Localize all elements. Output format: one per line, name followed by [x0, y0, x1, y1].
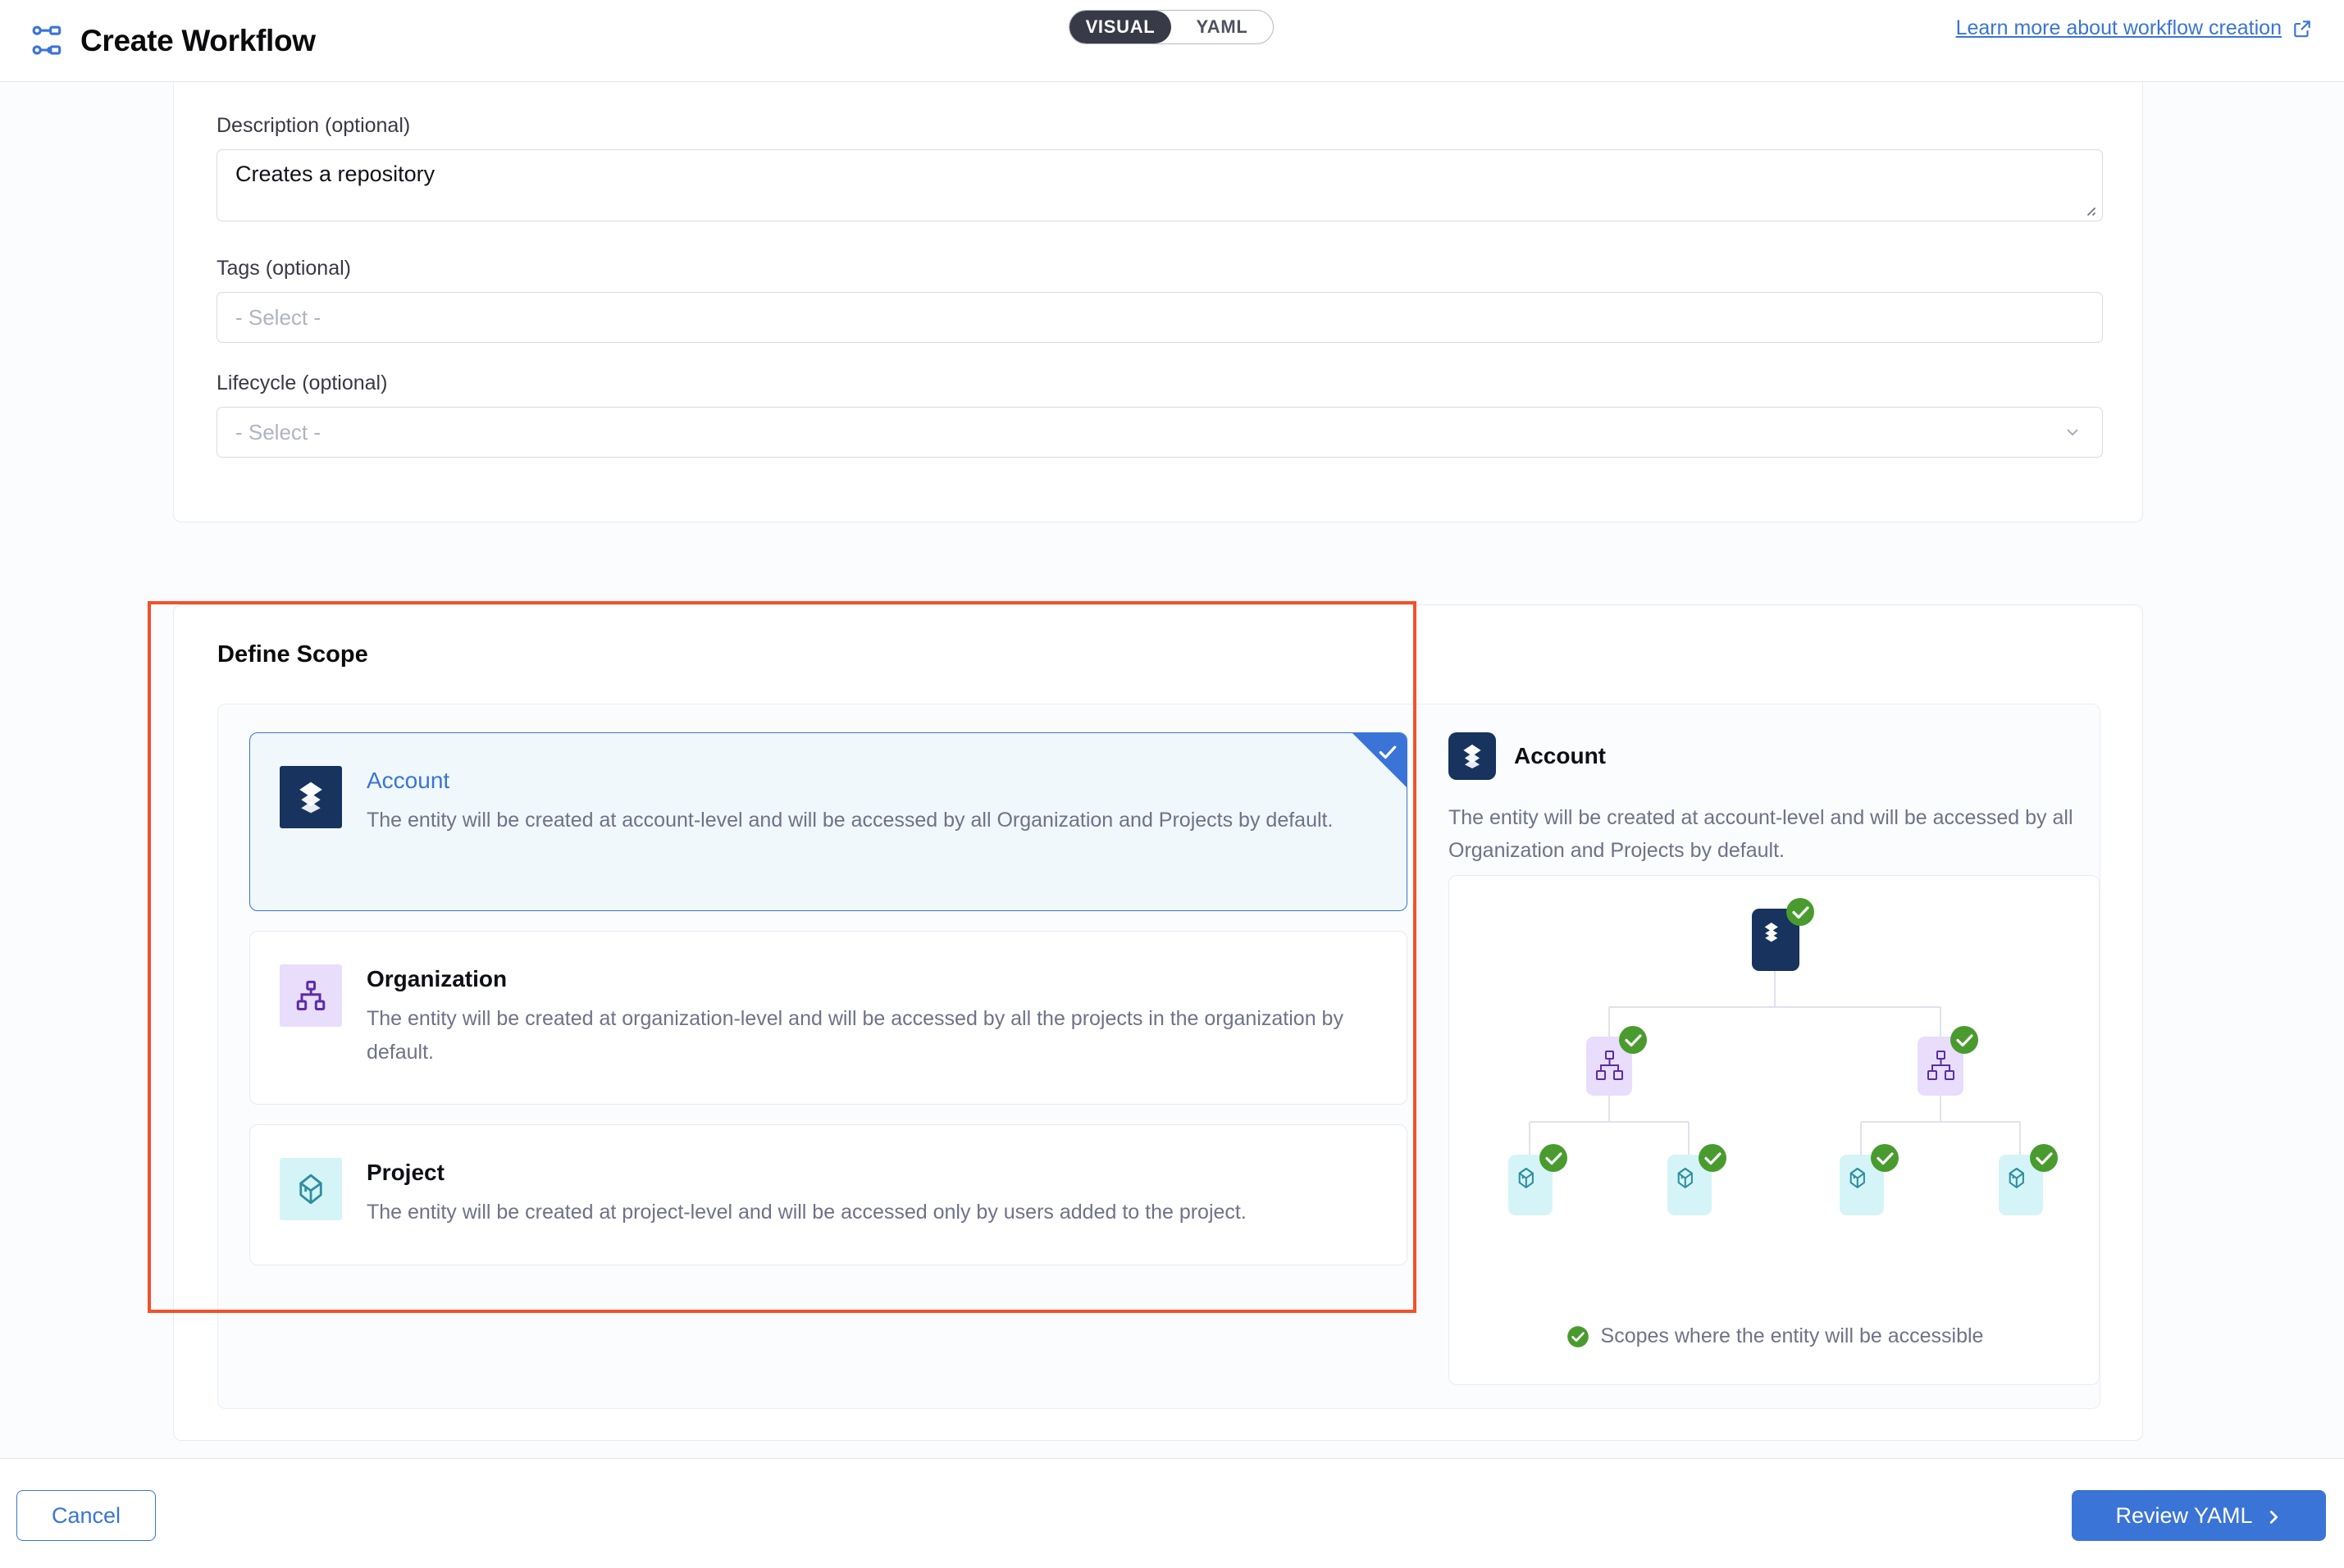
- learn-more-label: Learn more about workflow creation: [1955, 16, 2282, 39]
- chevron-right-icon: [2264, 1506, 2282, 1525]
- scope-inner-panel: Account The entity will be created at ac…: [217, 704, 2100, 1409]
- check-icon: [1377, 741, 1398, 763]
- tree-node-organization: [1586, 1026, 1647, 1096]
- scope-option-account-name: Account: [367, 768, 450, 793]
- app-header: Create Workflow VISUAL YAML Learn more a…: [0, 0, 2344, 82]
- scope-preview-header: Account: [1439, 732, 2105, 780]
- description-input[interactable]: Creates a repository: [217, 149, 2103, 221]
- description-label: Description (optional): [217, 114, 411, 137]
- review-yaml-button[interactable]: Review YAML: [2072, 1490, 2326, 1541]
- account-layers-icon: [1448, 732, 1496, 780]
- scope-option-account[interactable]: Account The entity will be created at ac…: [249, 732, 1407, 911]
- scope-option-organization-desc: The entity will be created at organizati…: [367, 1007, 1343, 1064]
- selected-corner-ribbon: [1352, 733, 1407, 787]
- define-scope-card: Define Scope Account The entity will be …: [173, 604, 2143, 1441]
- tree-node-project: [1508, 1144, 1567, 1215]
- cancel-button[interactable]: Cancel: [16, 1490, 156, 1541]
- learn-more-link[interactable]: Learn more about workflow creation: [1956, 16, 2313, 40]
- page-title: Create Workflow: [80, 23, 316, 57]
- scope-option-organization-name: Organization: [367, 966, 508, 991]
- workflow-details-card: Description (optional) Creates a reposit…: [173, 83, 2143, 522]
- tags-field: Tags (optional) - Select -: [217, 257, 2103, 343]
- page-footer: Cancel Review YAML: [0, 1458, 2344, 1568]
- scope-preview-description: The entity will be created at account-le…: [1448, 806, 2073, 862]
- header-left: Create Workflow: [0, 23, 316, 59]
- tree-node-project: [1999, 1144, 2058, 1215]
- tree-node-organization: [1918, 1026, 1978, 1096]
- scope-preview-panel: Account The entity will be created at ac…: [1439, 704, 2105, 1408]
- view-mode-toggle[interactable]: VISUAL YAML: [1069, 10, 1274, 44]
- scope-option-organization[interactable]: Organization The entity will be created …: [249, 931, 1407, 1105]
- tree-node-project: [1667, 1144, 1726, 1215]
- resize-grip-icon[interactable]: [2082, 202, 2096, 217]
- tags-label: Tags (optional): [217, 257, 351, 280]
- review-yaml-label: Review YAML: [2115, 1502, 2253, 1528]
- scope-option-project-desc: The entity will be created at project-le…: [367, 1201, 1247, 1224]
- lifecycle-select[interactable]: - Select -: [217, 407, 2103, 458]
- scope-legend: Scopes where the entity will be accessib…: [1449, 1324, 2100, 1348]
- chevron-down-icon: [2063, 422, 2082, 442]
- scope-option-project-body: Project The entity will be created at pr…: [367, 1158, 1247, 1229]
- tree-node-account: [1752, 898, 1814, 971]
- scope-preview-title: Account: [1514, 743, 1606, 768]
- organization-chart-icon: [280, 964, 342, 1027]
- scope-options-list: Account The entity will be created at ac…: [218, 704, 1439, 1408]
- scope-legend-label: Scopes where the entity will be accessib…: [1600, 1324, 1984, 1347]
- lifecycle-field: Lifecycle (optional) - Select -: [217, 371, 2103, 458]
- scope-option-account-desc: The entity will be created at account-le…: [367, 809, 1334, 832]
- project-cube-icon: [280, 1158, 342, 1220]
- external-link-icon: [2292, 18, 2313, 39]
- scope-option-project-name: Project: [367, 1160, 445, 1185]
- scope-hierarchy-diagram: Scopes where the entity will be accessib…: [1448, 875, 2100, 1385]
- scope-option-organization-body: Organization The entity will be created …: [367, 964, 1377, 1069]
- scope-tree-svg: [1508, 898, 2058, 1215]
- account-layers-icon: [280, 766, 342, 828]
- description-field: Description (optional) Creates a reposit…: [217, 114, 2103, 221]
- toggle-option-visual[interactable]: VISUAL: [1069, 11, 1171, 43]
- scope-option-project[interactable]: Project The entity will be created at pr…: [249, 1124, 1407, 1265]
- tree-node-project: [1840, 1144, 1899, 1215]
- workflow-icon: [30, 23, 66, 59]
- check-circle-icon: [1566, 1325, 1589, 1348]
- define-scope-title: Define Scope: [217, 641, 368, 668]
- tags-input[interactable]: - Select -: [217, 292, 2103, 343]
- lifecycle-label: Lifecycle (optional): [217, 371, 388, 394]
- toggle-option-yaml[interactable]: YAML: [1196, 16, 1248, 37]
- scope-option-account-body: Account The entity will be created at ac…: [367, 766, 1333, 837]
